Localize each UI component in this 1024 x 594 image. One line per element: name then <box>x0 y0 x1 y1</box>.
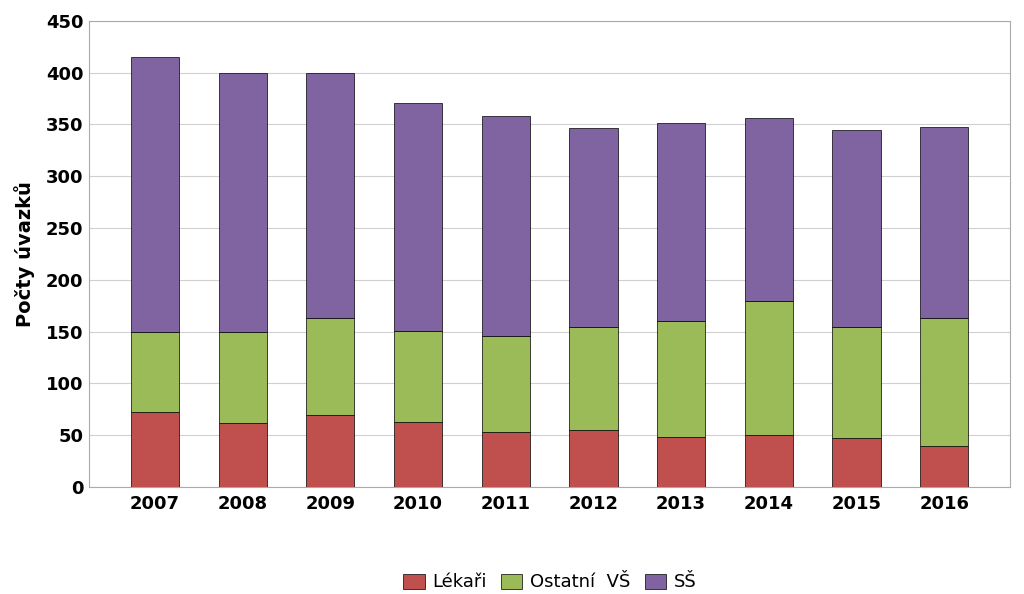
Bar <box>744 118 793 301</box>
Bar <box>833 327 881 438</box>
Bar <box>218 423 267 487</box>
Bar <box>920 127 969 318</box>
Bar <box>131 412 179 487</box>
Bar <box>481 116 529 336</box>
Bar <box>306 72 354 318</box>
Bar <box>833 129 881 327</box>
Bar <box>481 432 529 487</box>
Bar <box>569 430 617 487</box>
Bar <box>306 318 354 415</box>
Bar <box>394 103 442 331</box>
Bar <box>920 446 969 487</box>
Bar <box>657 437 706 487</box>
Bar <box>218 72 267 331</box>
Bar <box>131 331 179 412</box>
Legend: Lékaři, Ostatní  VŠ, SŠ: Lékaři, Ostatní VŠ, SŠ <box>395 566 703 594</box>
Bar <box>657 321 706 437</box>
Bar <box>744 435 793 487</box>
Bar <box>833 438 881 487</box>
Bar <box>481 336 529 432</box>
Bar <box>394 422 442 487</box>
Bar <box>657 124 706 321</box>
Bar <box>218 331 267 423</box>
Bar <box>306 415 354 487</box>
Bar <box>920 318 969 446</box>
Bar <box>744 301 793 435</box>
Bar <box>569 128 617 327</box>
Bar <box>131 57 179 331</box>
Bar <box>569 327 617 430</box>
Y-axis label: Počty úvazků: Počty úvazků <box>14 181 35 327</box>
Bar <box>394 331 442 422</box>
